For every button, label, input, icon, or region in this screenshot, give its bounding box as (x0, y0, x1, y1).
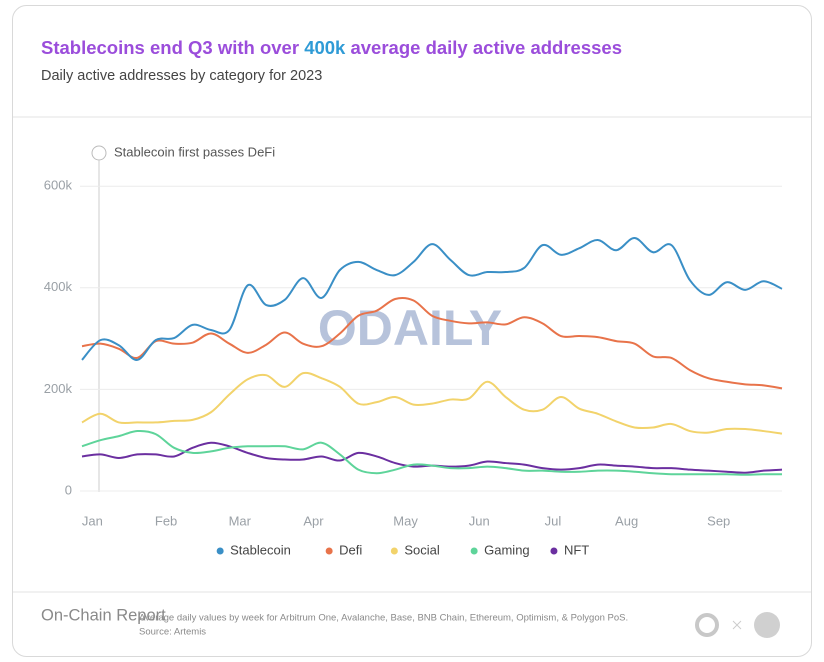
y-tick-label: 200k (44, 381, 73, 396)
logo (754, 612, 780, 638)
title-highlight: 400k (304, 37, 346, 58)
logo-cross (732, 620, 742, 630)
chart-title: Stablecoins end Q3 with over 400k averag… (41, 37, 622, 58)
title-part: average daily active addresses (345, 37, 622, 58)
legend-swatch (470, 547, 478, 555)
series-line (81, 296, 783, 390)
source: Source: Artemis (139, 627, 206, 638)
chart-subtitle: Daily active addresses by category for 2… (41, 68, 322, 84)
legend-swatch (550, 547, 558, 555)
x-tick-label: Mar (229, 513, 252, 528)
legend-label: Gaming (484, 542, 530, 557)
x-tick-label: May (393, 513, 418, 528)
watermark: ODAILY (318, 300, 502, 356)
series-line (81, 371, 783, 435)
legend-swatch (216, 547, 224, 555)
logo (695, 613, 719, 637)
annotation-marker (91, 145, 107, 161)
x-tick-label: Jul (545, 513, 562, 528)
y-tick-label: 0 (65, 482, 72, 497)
legend-label: Social (404, 542, 440, 557)
x-tick-label: Aug (615, 513, 638, 528)
legend-label: Defi (339, 542, 362, 557)
legend-swatch (390, 547, 398, 555)
x-tick-label: Sep (707, 513, 730, 528)
x-tick-label: Apr (303, 513, 324, 528)
series-line (81, 429, 783, 476)
x-tick-label: Jun (469, 513, 490, 528)
footer-title: On-Chain Report (41, 606, 166, 624)
x-tick-label: Feb (155, 513, 177, 528)
card (12, 5, 812, 657)
y-tick-label: 600k (44, 178, 73, 193)
x-tick-label: Jan (82, 513, 103, 528)
series-line (81, 237, 783, 361)
y-tick-label: 400k (44, 279, 73, 294)
title-part: Stablecoins end Q3 with over (41, 37, 304, 58)
legend-label: Stablecoin (230, 542, 291, 557)
legend-label: NFT (564, 542, 589, 557)
legend-swatch (325, 547, 333, 555)
annotation-text: Stablecoin first passes DeFi (114, 144, 275, 159)
footnote: Average daily values by week for Arbitru… (139, 613, 628, 624)
